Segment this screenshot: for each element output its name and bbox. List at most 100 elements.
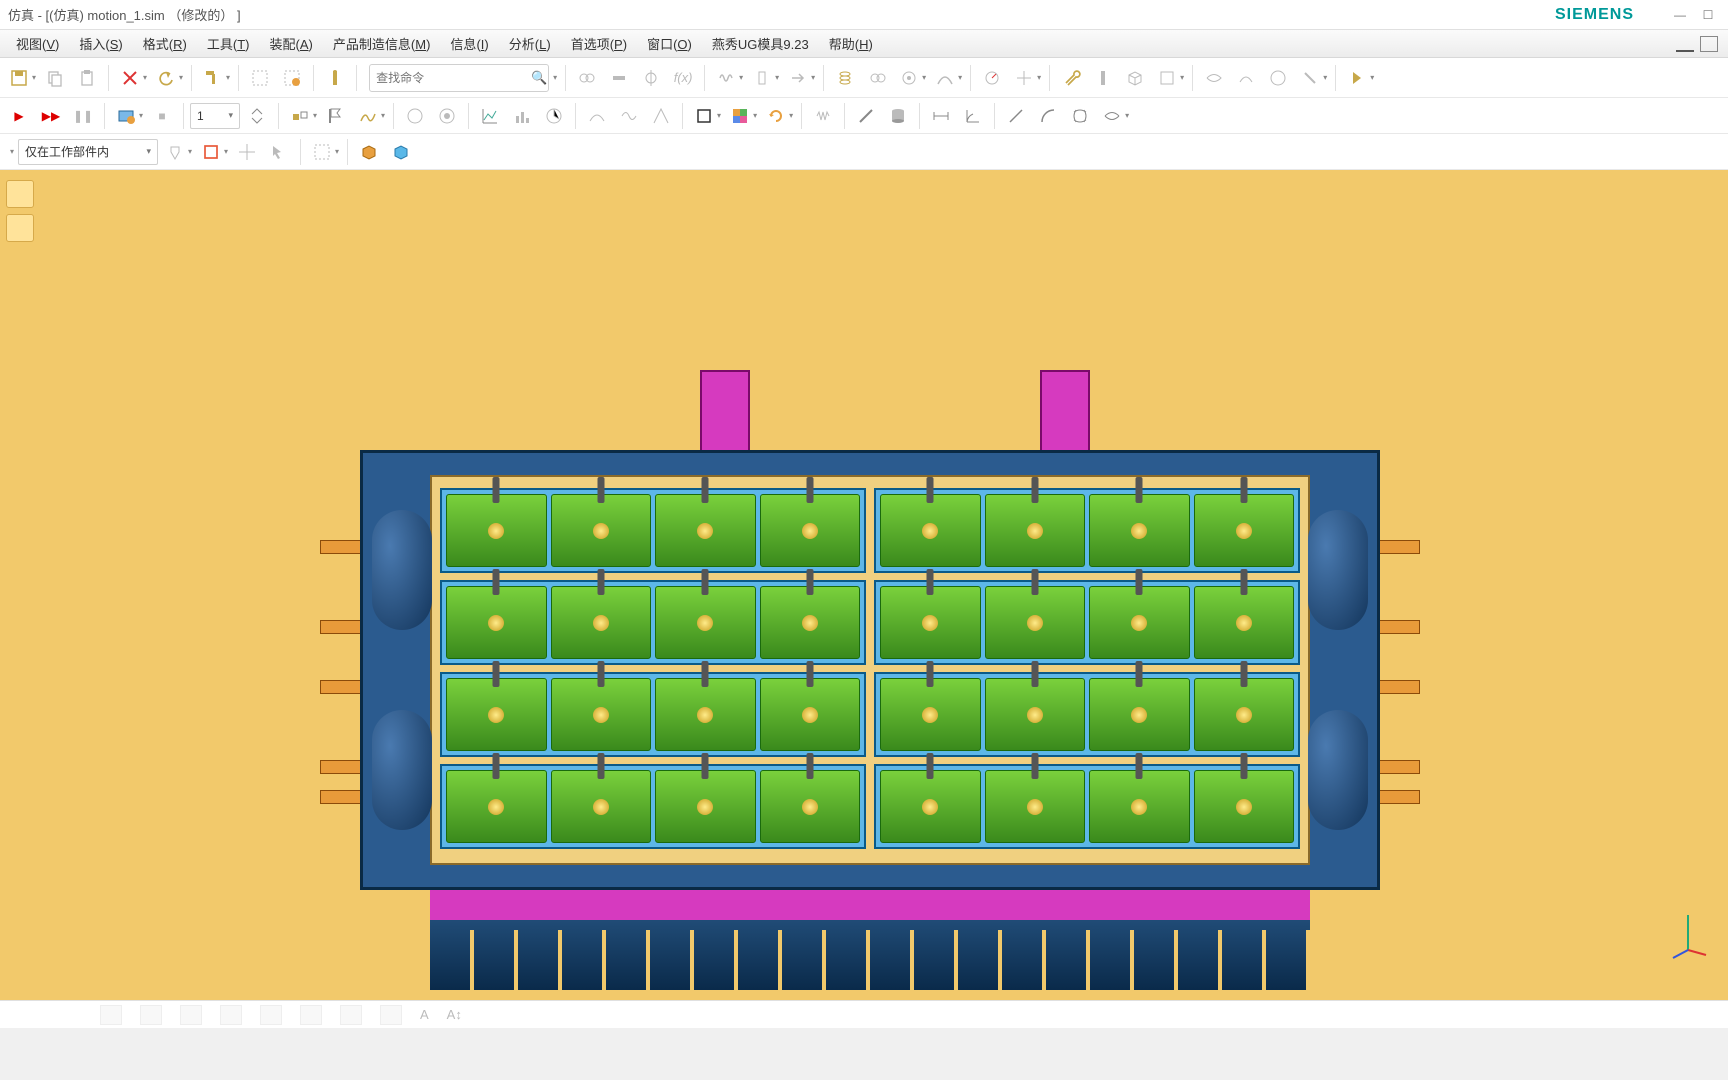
- play-button[interactable]: ▶: [4, 101, 34, 131]
- tool-fx-icon[interactable]: f(x): [668, 63, 698, 93]
- tool-cube2-icon[interactable]: [1152, 63, 1182, 93]
- curve2-icon[interactable]: [614, 101, 644, 131]
- tool-gear-icon[interactable]: [894, 63, 924, 93]
- tool-cube-icon[interactable]: [1120, 63, 1150, 93]
- shade2-icon[interactable]: [386, 137, 416, 167]
- vp-tool1-icon[interactable]: [6, 180, 34, 208]
- menu-tools[interactable]: 工具(T): [197, 30, 260, 57]
- tool-joint-icon[interactable]: [636, 63, 666, 93]
- stop-button[interactable]: ■: [147, 101, 177, 131]
- tool-spring-icon[interactable]: [711, 63, 741, 93]
- search-icon[interactable]: 🔍: [531, 70, 547, 86]
- status-tool-icon[interactable]: [180, 1005, 202, 1025]
- tool-force-icon[interactable]: [783, 63, 813, 93]
- pick-icon[interactable]: [264, 137, 294, 167]
- tool-motion-icon[interactable]: [572, 63, 602, 93]
- menu-pmi[interactable]: 产品制造信息(M): [323, 30, 441, 57]
- save-icon[interactable]: [4, 63, 34, 93]
- fast-forward-button[interactable]: ▶▶: [36, 101, 66, 131]
- tool-flex3-icon[interactable]: [1263, 63, 1293, 93]
- highlight-icon[interactable]: [196, 137, 226, 167]
- status-tool-icon[interactable]: [140, 1005, 162, 1025]
- animation-settings-icon[interactable]: [111, 101, 141, 131]
- spring2-icon[interactable]: [808, 101, 838, 131]
- shade-icon[interactable]: [354, 137, 384, 167]
- tool-wrench-icon[interactable]: [1056, 63, 1086, 93]
- line-tool-icon[interactable]: [851, 101, 881, 131]
- vp-tool2-icon[interactable]: [6, 214, 34, 242]
- menu-yanxiu[interactable]: 燕秀UG模具9.23: [702, 30, 819, 57]
- curve-net-icon[interactable]: [1065, 101, 1095, 131]
- mold-assembly-model[interactable]: [280, 370, 1460, 1000]
- tool-right-icon[interactable]: [1342, 63, 1372, 93]
- graphics-viewport[interactable]: [0, 170, 1728, 1000]
- pause-button[interactable]: ❚❚: [68, 101, 98, 131]
- status-tool-icon[interactable]: [220, 1005, 242, 1025]
- select-icon[interactable]: [245, 63, 275, 93]
- hammer-icon[interactable]: [198, 63, 228, 93]
- refresh-icon[interactable]: [761, 101, 791, 131]
- command-search[interactable]: 🔍: [369, 64, 549, 92]
- select2-icon[interactable]: [277, 63, 307, 93]
- menu-analysis[interactable]: 分析(L): [499, 30, 561, 57]
- tool-link-icon[interactable]: [604, 63, 634, 93]
- mdi-minimize-button[interactable]: [1676, 36, 1694, 52]
- menu-format[interactable]: 格式(R): [133, 30, 197, 57]
- status-tool-icon[interactable]: [340, 1005, 362, 1025]
- menu-insert[interactable]: 插入(S): [69, 30, 132, 57]
- mdi-restore-button[interactable]: [1700, 36, 1718, 52]
- crosshair-icon[interactable]: [232, 137, 262, 167]
- tool-flex4-icon[interactable]: [1295, 63, 1325, 93]
- rect-outline-icon[interactable]: [689, 101, 719, 131]
- menu-help[interactable]: 帮助(H): [819, 30, 883, 57]
- tool-marker-icon[interactable]: [1009, 63, 1039, 93]
- undo-icon[interactable]: [151, 63, 181, 93]
- menu-window[interactable]: 窗口(O): [637, 30, 702, 57]
- status-tool-icon[interactable]: [260, 1005, 282, 1025]
- maximize-button[interactable]: ☐: [1696, 5, 1720, 25]
- tool-cable-icon[interactable]: [930, 63, 960, 93]
- filter-type-dropdown[interactable]: ▾: [10, 147, 14, 156]
- menu-assembly[interactable]: 装配(A): [260, 30, 323, 57]
- solve-icon[interactable]: [400, 101, 430, 131]
- status-tool-icon[interactable]: [380, 1005, 402, 1025]
- status-tool-icon[interactable]: [100, 1005, 122, 1025]
- cylinder-icon[interactable]: [883, 101, 913, 131]
- solve2-icon[interactable]: [432, 101, 462, 131]
- menu-info[interactable]: 信息(I): [440, 30, 498, 57]
- edge-icon[interactable]: [1001, 101, 1031, 131]
- tool-sensor-icon[interactable]: [977, 63, 1007, 93]
- view-triad-icon[interactable]: [1668, 910, 1708, 960]
- tool-flex2-icon[interactable]: [1231, 63, 1261, 93]
- box-select-icon[interactable]: [307, 137, 337, 167]
- tool-contact-icon[interactable]: [862, 63, 892, 93]
- cut-icon[interactable]: [115, 63, 145, 93]
- curve1-icon[interactable]: [582, 101, 612, 131]
- copy-icon[interactable]: [40, 63, 70, 93]
- angle-icon[interactable]: [958, 101, 988, 131]
- frame-combo[interactable]: 1 ▾: [190, 103, 240, 129]
- frame-adjust-icon[interactable]: [242, 101, 272, 131]
- graph-icon[interactable]: [475, 101, 505, 131]
- curve-net2-icon[interactable]: [1097, 101, 1127, 131]
- menu-prefs[interactable]: 首选项(P): [561, 30, 637, 57]
- graph3-icon[interactable]: [539, 101, 569, 131]
- dimension-icon[interactable]: [926, 101, 956, 131]
- filter-tool1-icon[interactable]: [160, 137, 190, 167]
- tool-damper-icon[interactable]: [747, 63, 777, 93]
- tool-bolt-icon[interactable]: [1088, 63, 1118, 93]
- snap-icon[interactable]: [285, 101, 315, 131]
- curve3-icon[interactable]: [646, 101, 676, 131]
- flag-icon[interactable]: [321, 101, 351, 131]
- tool-flex-icon[interactable]: [1199, 63, 1229, 93]
- graph2-icon[interactable]: [507, 101, 537, 131]
- status-tool-icon[interactable]: [300, 1005, 322, 1025]
- menu-view[interactable]: 视图(V): [6, 30, 69, 57]
- info-icon[interactable]: [320, 63, 350, 93]
- grid-color-icon[interactable]: [725, 101, 755, 131]
- search-dropdown[interactable]: ▾: [553, 73, 557, 82]
- trace-icon[interactable]: [353, 101, 383, 131]
- command-search-input[interactable]: [376, 71, 531, 85]
- arc-icon[interactable]: [1033, 101, 1063, 131]
- paste-icon[interactable]: [72, 63, 102, 93]
